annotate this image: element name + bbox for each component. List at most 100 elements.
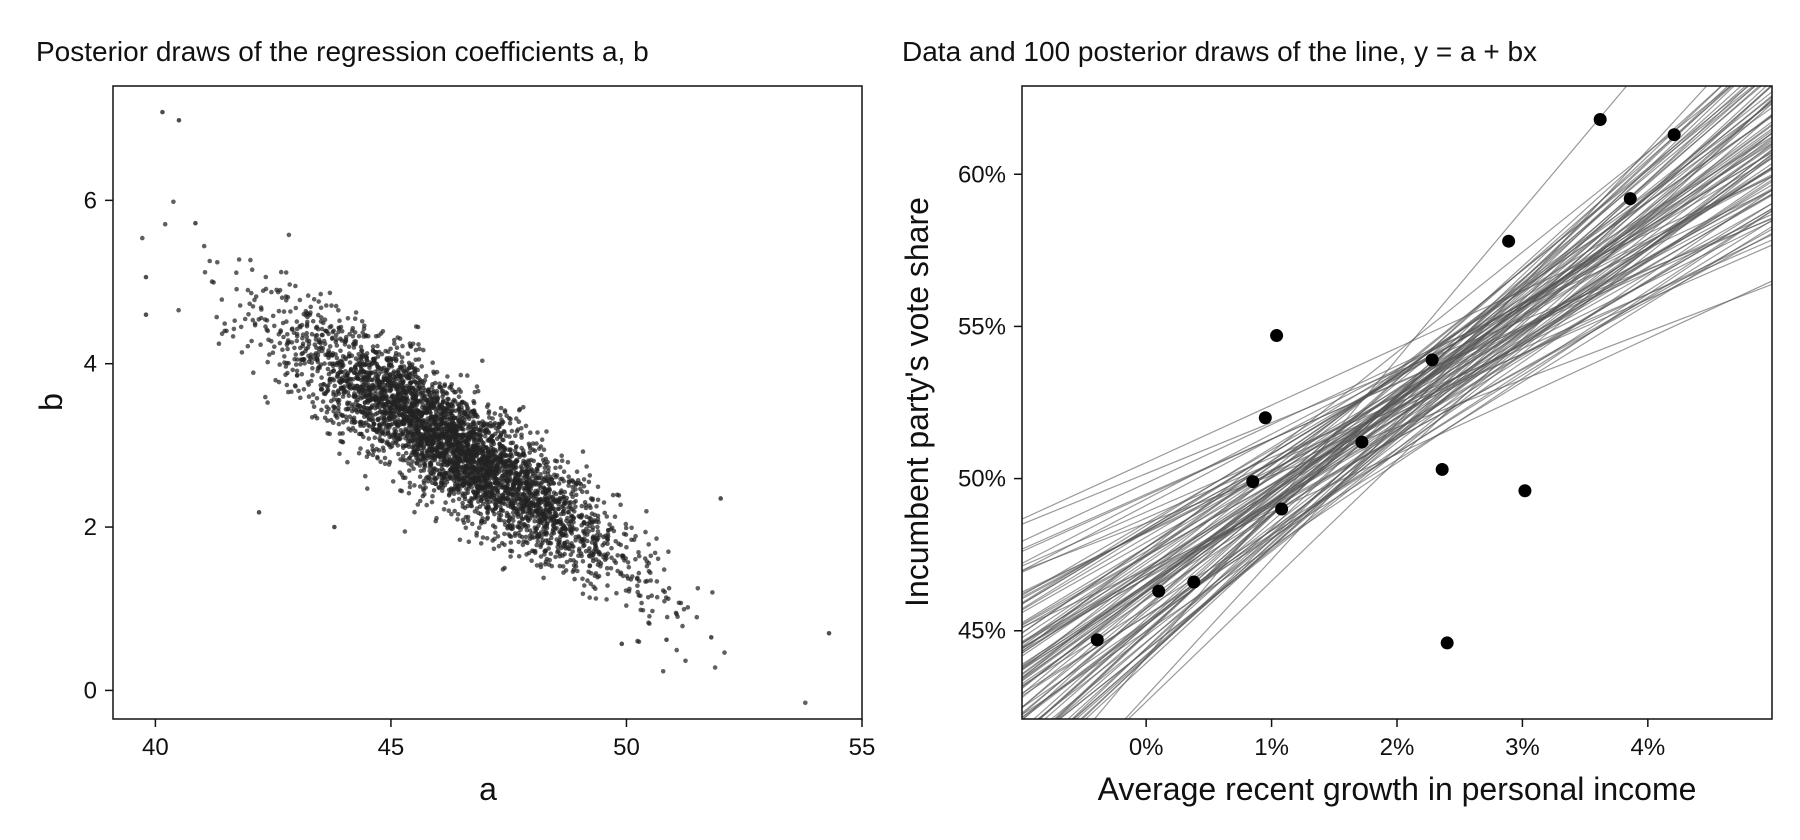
posterior-draw-point bbox=[276, 379, 282, 385]
posterior-draw-point bbox=[580, 449, 586, 454]
posterior-draw-point bbox=[339, 358, 344, 364]
posterior-draw-point bbox=[507, 415, 512, 421]
posterior-draw-point bbox=[331, 368, 337, 373]
posterior-draw-point bbox=[315, 368, 320, 374]
posterior-draw-point bbox=[333, 333, 339, 338]
posterior-draw-point bbox=[416, 342, 421, 347]
posterior-draw-point bbox=[591, 518, 597, 523]
posterior-draw-point bbox=[533, 509, 538, 514]
posterior-draw-point bbox=[480, 358, 485, 364]
posterior-draw-point bbox=[458, 469, 464, 475]
posterior-draw-point bbox=[301, 387, 307, 392]
posterior-draw-point bbox=[509, 486, 514, 491]
posterior-draw-point bbox=[533, 528, 538, 534]
posterior-draw-point bbox=[492, 411, 498, 416]
posterior-draw-point bbox=[563, 568, 569, 573]
posterior-draw-point bbox=[358, 344, 364, 350]
posterior-draw-point bbox=[402, 529, 408, 534]
posterior-draw-point bbox=[396, 367, 401, 373]
posterior-draw-point bbox=[323, 352, 328, 358]
posterior-draw-point bbox=[680, 623, 685, 629]
posterior-draw-point bbox=[298, 345, 303, 351]
posterior-draw-point bbox=[411, 379, 416, 384]
posterior-draw-point bbox=[265, 359, 271, 365]
posterior-draw-point bbox=[453, 431, 459, 436]
posterior-draw-point bbox=[339, 338, 345, 343]
posterior-draw-point bbox=[345, 459, 350, 465]
posterior-line bbox=[1022, 86, 1750, 679]
posterior-draw-point bbox=[562, 501, 567, 506]
posterior-line bbox=[1022, 136, 1772, 604]
posterior-draw-point bbox=[376, 349, 382, 355]
posterior-draw-point bbox=[336, 371, 341, 377]
data-point bbox=[1270, 329, 1284, 343]
posterior-draw-point bbox=[411, 466, 416, 472]
posterior-draw-point bbox=[324, 404, 330, 410]
posterior-draw-point bbox=[433, 481, 439, 487]
posterior-draw-point bbox=[440, 394, 445, 399]
posterior-draw-point bbox=[248, 257, 253, 263]
left-y-tick-label: 0 bbox=[84, 677, 97, 704]
posterior-draw-point bbox=[573, 492, 579, 498]
posterior-draw-point bbox=[419, 448, 425, 454]
posterior-draw-point bbox=[457, 537, 463, 543]
posterior-draw-point bbox=[493, 447, 498, 453]
posterior-draw-point bbox=[565, 459, 571, 465]
posterior-draw-point bbox=[286, 232, 292, 238]
posterior-draw-point bbox=[454, 468, 460, 474]
posterior-draw-point bbox=[516, 554, 522, 559]
posterior-draw-point bbox=[340, 354, 346, 359]
posterior-draw-point bbox=[336, 401, 342, 407]
posterior-draw-point bbox=[410, 395, 415, 401]
posterior-draw-point bbox=[413, 415, 419, 421]
posterior-draw-point bbox=[400, 368, 406, 373]
posterior-draw-point bbox=[334, 343, 340, 348]
posterior-draw-point bbox=[325, 366, 331, 372]
posterior-draw-point bbox=[500, 567, 506, 572]
posterior-draw-point bbox=[318, 382, 324, 388]
posterior-draw-point bbox=[493, 530, 498, 535]
posterior-draw-point bbox=[515, 524, 520, 529]
posterior-draw-point bbox=[403, 390, 408, 396]
posterior-draw-point bbox=[518, 527, 523, 533]
posterior-draw-point bbox=[353, 407, 359, 413]
posterior-draw-point bbox=[277, 340, 283, 346]
posterior-draw-point bbox=[559, 545, 564, 551]
posterior-draw-point bbox=[381, 448, 387, 454]
posterior-line bbox=[1022, 280, 1772, 628]
posterior-draw-point bbox=[626, 564, 632, 570]
posterior-draw-point bbox=[589, 540, 595, 545]
posterior-draw-point bbox=[396, 451, 401, 457]
posterior-draw-point bbox=[625, 560, 631, 565]
posterior-draw-point bbox=[438, 480, 444, 486]
posterior-draw-point bbox=[493, 497, 499, 503]
posterior-draw-point bbox=[294, 338, 300, 344]
posterior-draw-point bbox=[482, 519, 487, 525]
posterior-draw-point bbox=[263, 274, 269, 280]
posterior-draw-point bbox=[446, 487, 452, 493]
posterior-draw-point bbox=[405, 351, 411, 357]
posterior-draw-point bbox=[501, 463, 507, 469]
posterior-draw-point bbox=[370, 396, 375, 401]
posterior-draw-point bbox=[560, 553, 565, 558]
posterior-line bbox=[1022, 175, 1772, 572]
posterior-draw-point bbox=[603, 553, 609, 559]
posterior-draw-point bbox=[504, 474, 509, 479]
posterior-draw-point bbox=[591, 584, 596, 590]
posterior-line bbox=[1043, 86, 1772, 719]
posterior-draw-point bbox=[422, 492, 427, 497]
posterior-draw-point bbox=[583, 548, 589, 554]
posterior-draw-point bbox=[482, 434, 488, 439]
posterior-draw-point bbox=[519, 432, 524, 438]
posterior-draw-point bbox=[481, 453, 487, 459]
posterior-draw-point bbox=[502, 531, 507, 537]
posterior-draw-point bbox=[370, 356, 376, 362]
posterior-draw-point bbox=[395, 335, 401, 340]
posterior-draw-point bbox=[588, 516, 593, 521]
posterior-draw-point bbox=[482, 490, 488, 495]
posterior-draw-point bbox=[583, 502, 589, 508]
posterior-draw-point bbox=[548, 551, 554, 556]
posterior-draw-point bbox=[319, 375, 324, 380]
posterior-draw-point bbox=[356, 352, 362, 357]
posterior-draw-point bbox=[516, 419, 522, 425]
